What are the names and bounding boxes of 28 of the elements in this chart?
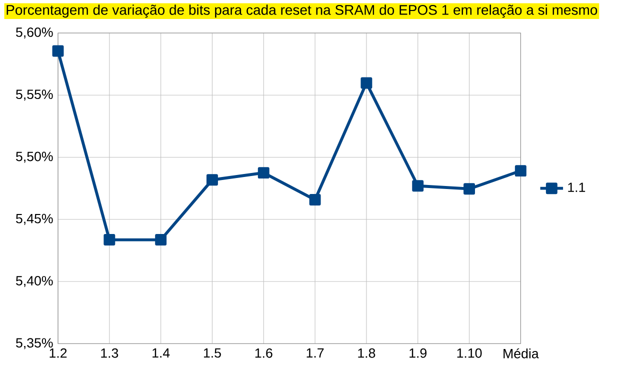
x-tick-label: 1.4 — [152, 348, 170, 358]
x-tick-label: 1.2 — [50, 348, 67, 358]
point — [309, 194, 321, 206]
point — [258, 167, 270, 179]
point — [52, 45, 64, 57]
y-tick-label: 5,40% — [16, 276, 53, 288]
x-tick-label: Média — [504, 348, 539, 358]
legend-label: 1.1 — [568, 182, 586, 192]
y-tick-label: 5,50% — [16, 152, 53, 163]
point — [412, 180, 424, 192]
point — [514, 165, 526, 177]
x-tick-label: 1.3 — [101, 348, 118, 358]
point — [104, 234, 116, 246]
x-tick-label: 1.8 — [358, 348, 376, 358]
point — [206, 174, 218, 186]
x-tick-label: 1.5 — [204, 348, 221, 358]
point — [360, 77, 372, 89]
y-tick-label: 5,60% — [16, 27, 53, 39]
point — [155, 234, 167, 246]
chart-title: Porcentagem de variação de bits para cada reset na SRAM do EPOS 1 em relação a si mesmo — [6, 4, 598, 18]
point — [464, 183, 475, 195]
y-tick-label: 5,45% — [16, 214, 53, 225]
y-tick-label: 5,55% — [16, 90, 53, 101]
x-tick-label: 1.6 — [255, 348, 272, 358]
x-tick-label: 1.10 — [457, 348, 482, 358]
y-tick-label: 5,35% — [16, 338, 53, 350]
x-tick-label: 1.7 — [306, 348, 324, 358]
x-tick-label: 1.9 — [410, 348, 426, 358]
